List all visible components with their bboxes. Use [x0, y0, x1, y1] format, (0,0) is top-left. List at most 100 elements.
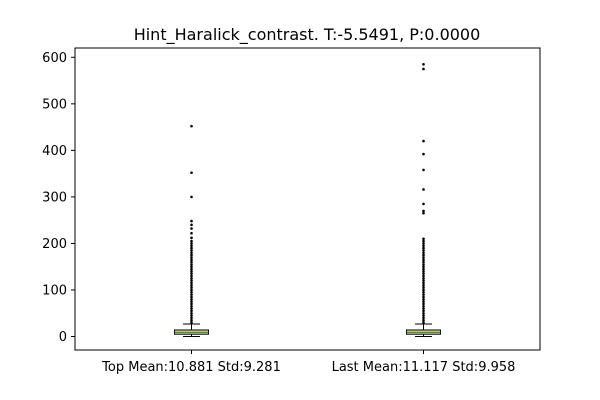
- outlier-point: [422, 67, 425, 71]
- outlier-point: [422, 318, 425, 322]
- outlier-point: [190, 223, 193, 227]
- outlier-point: [422, 307, 425, 310]
- outlier-point: [422, 297, 425, 301]
- outlier-point: [422, 279, 425, 282]
- outlier-point: [190, 300, 193, 303]
- outlier-point: [190, 309, 193, 313]
- outlier-point: [422, 316, 425, 320]
- outlier-point: [190, 304, 193, 308]
- outlier-point: [422, 290, 425, 294]
- outlier-point: [422, 267, 425, 271]
- outlier-point: [422, 263, 425, 266]
- y-tick-label: 0: [59, 330, 67, 345]
- outlier-point: [190, 281, 193, 285]
- outlier-point: [422, 249, 425, 252]
- outlier-point: [190, 195, 193, 199]
- outlier-point: [422, 253, 425, 257]
- outlier-point: [190, 316, 193, 320]
- outlier-point: [190, 231, 193, 235]
- outlier-point: [190, 258, 193, 262]
- outlier-point: [422, 265, 425, 269]
- y-tick-label: 100: [42, 283, 67, 298]
- outlier-point: [190, 277, 193, 280]
- outlier-point: [422, 309, 425, 313]
- outlier-point: [422, 295, 425, 299]
- plot-area-frame: [74, 47, 541, 351]
- outlier-point: [422, 293, 425, 296]
- outlier-point: [190, 239, 193, 243]
- x-tick-label: Last Mean:11.117 Std:9.958: [332, 360, 516, 375]
- outlier-point: [422, 237, 425, 241]
- outlier-point: [422, 242, 425, 245]
- outlier-point: [422, 311, 425, 315]
- outlier-point: [422, 239, 425, 243]
- outlier-point: [422, 274, 425, 278]
- outlier-point: [190, 124, 193, 128]
- outlier-point: [190, 321, 193, 324]
- outlier-point: [190, 251, 193, 255]
- boxes-layer: [174, 62, 441, 338]
- outlier-point: [422, 152, 425, 156]
- outlier-point: [190, 249, 193, 252]
- outlier-point: [190, 171, 193, 175]
- outlier-point: [190, 274, 193, 278]
- box-group: [174, 124, 209, 338]
- outlier-point: [190, 284, 193, 287]
- x-axis: Top Mean:10.881 Std:9.281 Last Mean:11.11…: [101, 350, 515, 375]
- outlier-point: [422, 321, 425, 324]
- outlier-point: [422, 314, 425, 317]
- outlier-point: [422, 286, 425, 289]
- outlier-point: [422, 256, 425, 259]
- outlier-point: [422, 188, 425, 191]
- outlier-point: [422, 62, 425, 66]
- outlier-point: [422, 209, 425, 213]
- outlier-point: [422, 277, 425, 280]
- y-tick-label: 300: [42, 190, 67, 205]
- outlier-point: [190, 288, 193, 292]
- outlier-point: [190, 314, 193, 317]
- outlier-point: [190, 244, 193, 248]
- y-tick-label: 500: [42, 97, 67, 112]
- outlier-point: [422, 246, 425, 250]
- outlier-point: [422, 304, 425, 308]
- outlier-point: [190, 290, 193, 294]
- outlier-point: [422, 302, 425, 306]
- outlier-point: [190, 265, 193, 269]
- outlier-point: [190, 263, 193, 266]
- outlier-point: [190, 295, 193, 299]
- y-tick-label: 400: [42, 144, 67, 159]
- outlier-point: [422, 300, 425, 303]
- outlier-point: [190, 260, 193, 264]
- outlier-point: [190, 293, 193, 296]
- outlier-point: [422, 272, 425, 275]
- outlier-point: [190, 279, 193, 282]
- y-tick-label: 600: [42, 51, 67, 66]
- outlier-point: [190, 302, 193, 306]
- outlier-point: [190, 227, 193, 230]
- outlier-point: [422, 281, 425, 285]
- box-group: [406, 62, 441, 338]
- outlier-point: [422, 288, 425, 292]
- outlier-point: [422, 258, 425, 262]
- outlier-point: [190, 270, 193, 273]
- y-axis: 0 100 200 300 400 500 600: [42, 51, 75, 345]
- outlier-point: [190, 286, 193, 289]
- outlier-point: [422, 251, 425, 255]
- outlier-point: [422, 260, 425, 264]
- outlier-point: [422, 244, 425, 248]
- outlier-point: [190, 297, 193, 301]
- outlier-point: [190, 272, 193, 275]
- outlier-point: [422, 284, 425, 287]
- chart-title: Hint_Haralick_contrast. T:-5.5491, P:0.0…: [134, 25, 481, 45]
- outlier-point: [190, 267, 193, 271]
- outlier-point: [190, 307, 193, 310]
- outlier-point: [422, 168, 425, 172]
- outlier-point: [422, 202, 425, 206]
- outlier-point: [190, 318, 193, 322]
- outlier-point: [190, 311, 193, 315]
- outlier-point: [422, 270, 425, 273]
- outlier-point: [190, 246, 193, 250]
- outlier-point: [422, 139, 425, 143]
